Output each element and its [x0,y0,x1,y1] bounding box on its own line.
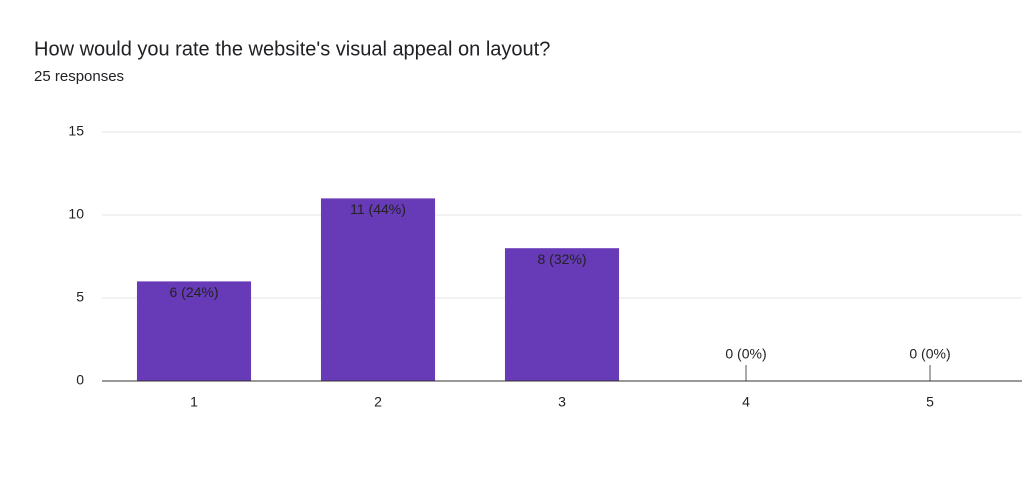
x-tick-label: 5 [926,394,934,410]
data-label: 0 (0%) [909,346,950,362]
bar [136,281,252,381]
data-label: 11 (44%) [350,201,406,217]
chart-title: How would you rate the website's visual … [34,38,550,60]
bar [504,248,620,381]
y-tick-label: 0 [76,372,84,388]
data-label: 0 (0%) [725,346,766,362]
y-tick-label: 15 [68,123,84,139]
data-label: 8 (32%) [537,251,586,267]
y-tick-label: 10 [68,206,84,222]
bar [320,198,436,381]
x-tick-label: 2 [374,394,382,410]
data-label: 6 (24%) [169,284,218,300]
y-tick-label: 5 [76,289,84,305]
x-tick-label: 3 [558,394,566,410]
chart-subtitle: 25 responses [34,68,124,85]
x-tick-label: 4 [742,394,750,410]
x-tick-label: 1 [190,394,198,410]
